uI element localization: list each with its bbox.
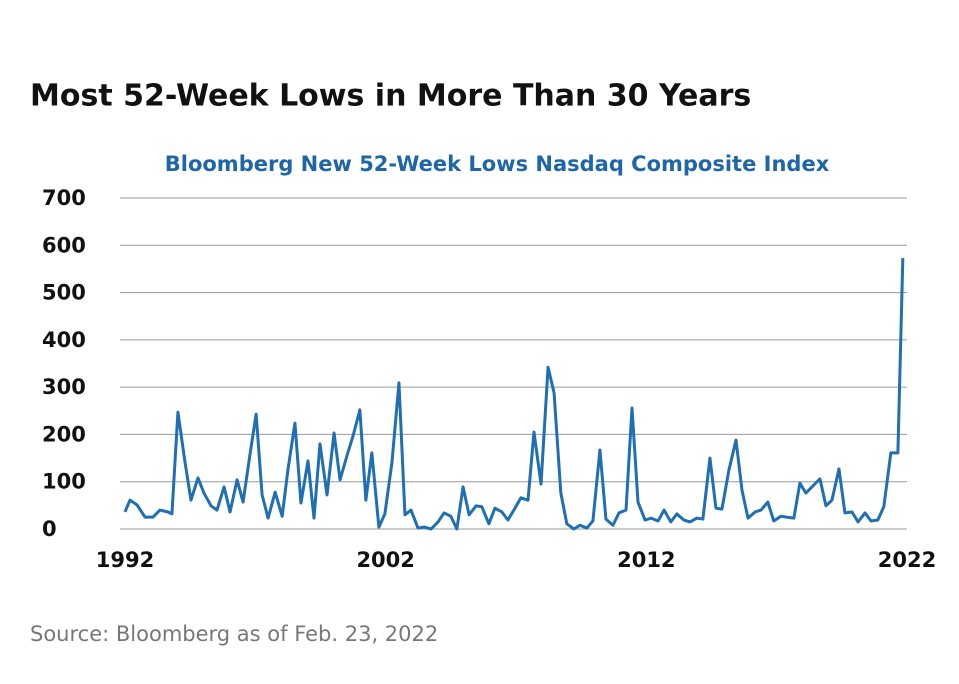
y-tick-label: 400 [42,328,86,352]
chart-subtitle: Bloomberg New 52-Week Lows Nasdaq Compos… [165,152,830,176]
y-tick-label: 200 [42,422,86,446]
y-tick-label: 600 [42,233,86,257]
y-tick-label: 500 [42,281,86,305]
y-tick-label: 0 [42,517,57,541]
x-tick-label: 2022 [878,548,936,572]
data-line [123,258,905,531]
chart-title: Most 52-Week Lows in More Than 30 Years [30,79,751,114]
y-tick-label: 100 [42,470,86,494]
source-note: Source: Bloomberg as of Feb. 23, 2022 [30,622,438,646]
y-tick-label: 300 [42,375,86,399]
x-tick-label: 2002 [356,548,414,572]
x-tick-label: 1992 [96,548,154,572]
y-tick-label: 700 [42,186,86,210]
x-tick-label: 2012 [617,548,675,572]
